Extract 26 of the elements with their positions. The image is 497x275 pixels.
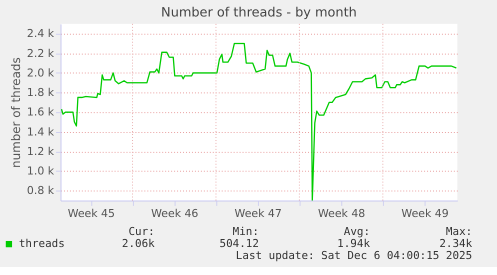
y-tick-label: 1.6 k: [26, 106, 55, 119]
text: 2.34k: [439, 237, 473, 250]
y-tick-label: 2.0 k: [26, 66, 55, 80]
y-tick-label: 0.8 k: [26, 184, 55, 198]
text: Cur:: [128, 225, 155, 238]
y-axis-title: number of threads: [8, 57, 23, 168]
legend-label: threads: [18, 237, 65, 250]
text: 1.94k: [337, 237, 370, 250]
x-tick-label: Week 47: [234, 206, 282, 220]
text: Min:: [232, 225, 259, 238]
y-tick-label: 2.4 k: [26, 27, 55, 40]
x-tick-label: Week 48: [318, 206, 366, 220]
x-tick-label: Week 45: [68, 206, 115, 220]
text: Avg:: [344, 225, 370, 238]
y-tick-label: 1.8 k: [26, 86, 55, 100]
y-tick-label: 1.0 k: [26, 164, 55, 178]
y-tick-label: 1.2 k: [26, 144, 55, 158]
x-tick-label: Week 46: [151, 206, 198, 220]
text: 504.12: [220, 237, 259, 250]
x-tick-label: Week 49: [401, 206, 449, 220]
y-tick-label: 2.2 k: [26, 46, 55, 60]
text: Last update: Sat Dec 6 04:00:15 2025: [236, 248, 472, 262]
chart-title: Number of threads - by month: [161, 5, 357, 20]
y-tick-label: 1.4 k: [26, 125, 55, 138]
text: 2.06k: [122, 237, 156, 250]
text: Max:: [446, 225, 472, 238]
